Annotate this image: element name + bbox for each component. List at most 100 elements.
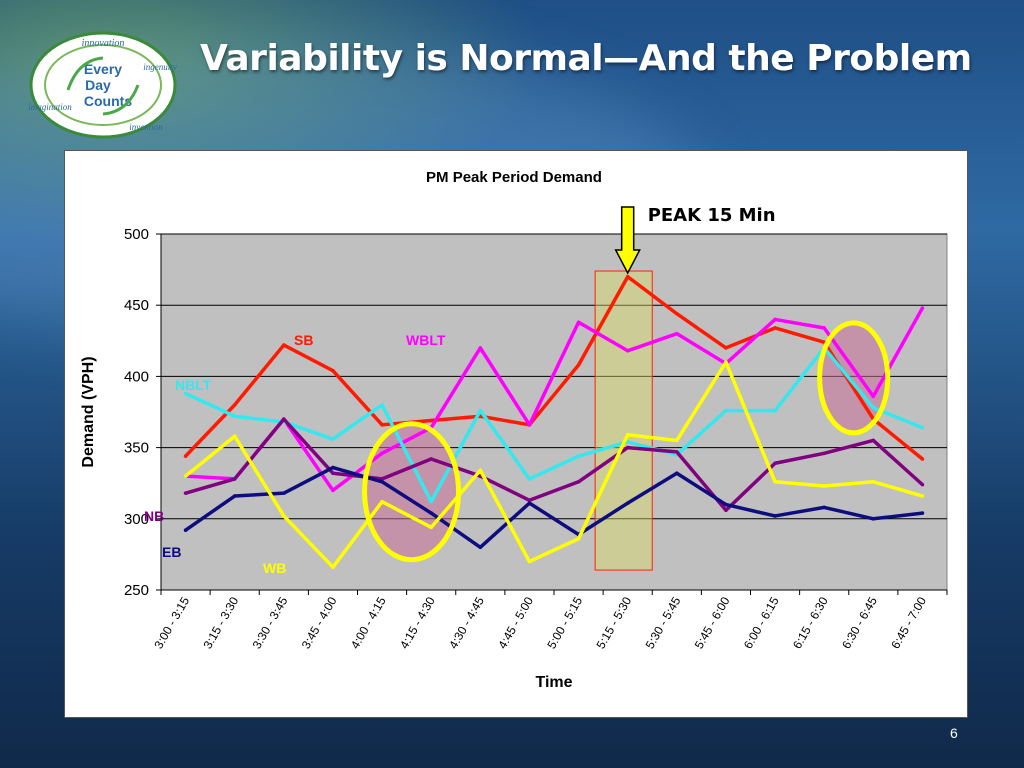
x-tick-label: 4:30 - 4:45 (446, 594, 487, 651)
data-point-nblt (920, 425, 925, 430)
data-point-eb (871, 517, 876, 521)
y-tick-label: 500 (124, 226, 149, 243)
x-tick-label: 6:00 - 6:15 (741, 594, 782, 651)
data-point-wb (625, 432, 630, 437)
data-point-eb (380, 479, 384, 484)
svg-text:Every: Every (84, 61, 122, 77)
data-point-eb (675, 471, 679, 476)
series-line-wb (184, 360, 923, 569)
data-point-sb (675, 311, 679, 316)
svg-text:imagination: imagination (28, 102, 72, 112)
data-point-wb (478, 468, 483, 473)
data-point-nb (331, 471, 335, 476)
data-point-nblt (331, 437, 335, 441)
data-point-wb (724, 360, 728, 364)
data-point-eb (625, 501, 630, 505)
data-point-nblt (380, 403, 384, 407)
series-label-wblt: WBLT (406, 332, 446, 348)
data-point-sb (183, 454, 188, 458)
series-line-wblt (185, 307, 924, 493)
data-point-wblt (478, 346, 483, 350)
x-tick-label: 6:45 - 7:00 (888, 594, 929, 651)
data-point-eb (822, 505, 826, 510)
data-point-wb (871, 479, 876, 484)
svg-text:invention: invention (129, 122, 163, 132)
data-point-wb (822, 484, 826, 488)
data-point-nb (920, 482, 925, 487)
x-axis-label: Time (535, 674, 572, 691)
highlight-ellipse-fill (364, 423, 459, 560)
data-point-nb (871, 438, 876, 443)
data-point-eb (478, 545, 483, 550)
series-label-sb: SB (294, 332, 313, 348)
data-point-sb (429, 418, 433, 423)
data-point-nblt (527, 477, 532, 481)
data-point-eb (183, 528, 188, 532)
data-point-nblt (724, 408, 728, 413)
series-line-nb (185, 417, 924, 513)
data-point-wblt (675, 331, 679, 336)
data-point-nblt (429, 499, 433, 504)
data-point-nblt (232, 414, 237, 419)
data-point-nblt (183, 391, 188, 396)
data-point-sb (920, 457, 925, 461)
peak-arrow-icon (614, 206, 641, 275)
chart-title: PM Peak Period Demand (426, 169, 602, 186)
data-point-wblt (380, 451, 384, 456)
svg-text:Counts: Counts (84, 93, 132, 109)
series-label-nblt: NBLT (175, 377, 212, 393)
data-point-eb (282, 491, 286, 495)
data-point-wblt (773, 317, 777, 322)
data-point-sb (282, 343, 286, 347)
highlight-ellipse-outline (817, 320, 891, 436)
data-point-nb (282, 417, 286, 421)
data-point-sb (232, 403, 237, 407)
y-axis-label: Demand (VPH) (80, 356, 97, 467)
data-point-sb (773, 326, 777, 330)
data-point-eb (773, 514, 777, 518)
data-point-eb (724, 502, 728, 507)
highlight-ellipse-outline (362, 421, 462, 563)
x-tick-label: 3:15 - 3:30 (200, 594, 241, 651)
svg-text:innovation: innovation (82, 38, 125, 49)
y-tick-label: 450 (124, 297, 149, 314)
data-point-wblt (527, 423, 532, 427)
data-point-nb (576, 479, 581, 484)
data-point-eb (920, 511, 925, 515)
data-point-wb (527, 559, 532, 564)
data-point-nblt (625, 440, 630, 444)
data-point-wblt (576, 320, 581, 325)
data-point-sb (380, 423, 384, 427)
x-tick-label: 3:45 - 4:00 (299, 594, 340, 651)
series-line-nblt (184, 346, 924, 504)
svg-text:ingenuity: ingenuity (143, 62, 177, 72)
data-point-wb (331, 565, 335, 570)
svg-text:Day: Day (85, 77, 111, 93)
data-point-nb (773, 461, 777, 466)
peak-label: PEAK 15 Min (648, 205, 776, 226)
x-tick-label: 3:00 - 3:15 (151, 594, 192, 651)
data-point-eb (232, 494, 237, 498)
peak-highlight-box (594, 270, 653, 571)
data-point-nb (183, 491, 188, 495)
x-tick-label: 3:30 - 3:45 (250, 594, 291, 651)
data-point-sb (331, 368, 335, 373)
data-point-wblt (871, 394, 876, 399)
data-point-wblt (822, 326, 826, 330)
data-point-nb (675, 450, 679, 454)
x-tick-label: 5:15 - 5:30 (593, 594, 634, 651)
series-label-wb: WB (263, 560, 286, 576)
data-point-wb (232, 434, 237, 439)
x-tick-label: 4:45 - 5:00 (495, 594, 536, 651)
data-point-wb (773, 479, 777, 484)
x-tick-label: 4:15 - 4:30 (397, 594, 438, 651)
data-point-wblt (920, 306, 925, 310)
plot-area (160, 233, 948, 591)
every-day-counts-logo: innovation ingenuity imagination inventi… (28, 31, 177, 139)
data-point-wb (282, 514, 286, 518)
data-point-nb (822, 451, 826, 456)
data-point-eb (527, 501, 532, 505)
data-point-sb (724, 346, 728, 350)
x-tick-label: 5:00 - 5:15 (544, 594, 585, 651)
